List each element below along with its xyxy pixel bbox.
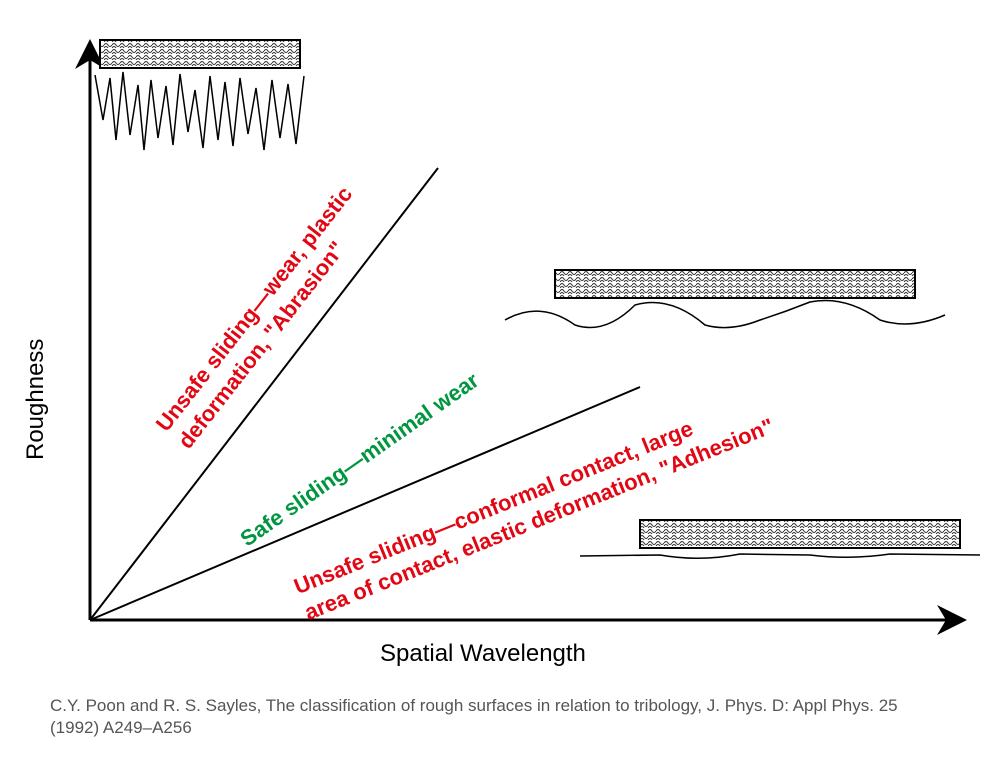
citation-text: C.Y. Poon and R. S. Sayles, The classifi… — [50, 695, 950, 739]
x-axis-label: Spatial Wavelength — [380, 640, 586, 668]
inset-safe — [505, 270, 945, 328]
inset-adhesion — [580, 520, 980, 558]
inset-abrasion — [95, 40, 304, 150]
y-axis-label: Roughness — [22, 339, 50, 460]
diagram-stage: Roughness Spatial Wavelength Unsafe slid… — [0, 0, 1000, 760]
